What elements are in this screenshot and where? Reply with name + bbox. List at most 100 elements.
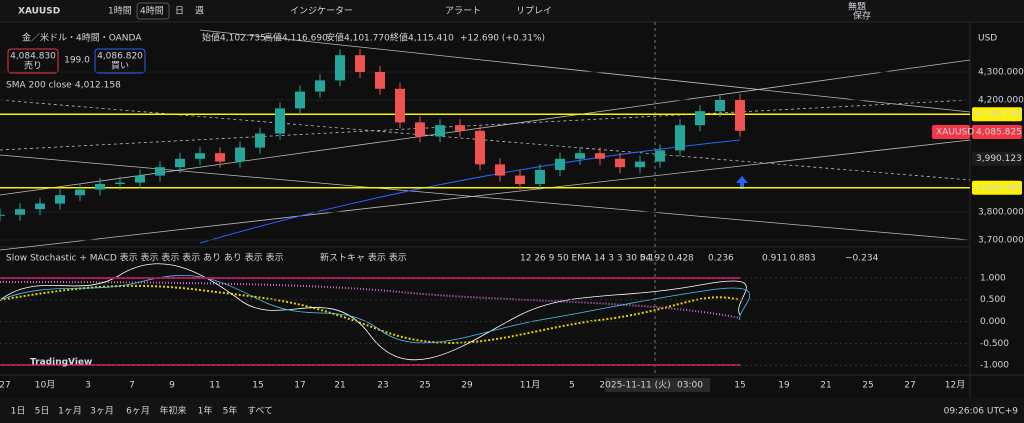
candle: [235, 147, 245, 162]
ohlc-text: 安値: [326, 32, 344, 44]
ohlc-text: 4,101.770: [344, 34, 390, 44]
range-button[interactable]: 5日: [35, 406, 50, 417]
candle: [95, 183, 105, 190]
range-button[interactable]: 5年: [223, 405, 238, 417]
time-tick-label: 21: [820, 381, 831, 391]
trend-line: [199, 29, 971, 113]
ohlc-text: 4,115.410: [408, 34, 454, 44]
candle: [355, 55, 365, 72]
oscillator-lines: [0, 263, 750, 361]
candle: [195, 153, 205, 159]
candle: [515, 175, 525, 184]
indicator-sub: 新ストキャ 表示 表示: [320, 252, 407, 264]
candle: [635, 161, 645, 168]
candle: [75, 189, 85, 196]
candle: [55, 195, 65, 204]
symbol-tag: [932, 124, 970, 139]
interval-button[interactable]: 日: [175, 6, 184, 17]
ohlc-text: 始値: [202, 32, 220, 44]
layout-name[interactable]: 無題: [848, 1, 866, 13]
candle: [555, 158, 565, 170]
time-tick-label: 15: [252, 381, 263, 391]
indicator-value: 0.192: [640, 254, 666, 264]
price-tick-label: 4,300.000: [978, 67, 1024, 77]
price-tag: [972, 180, 1022, 195]
indicator-value: 0.428: [668, 254, 694, 264]
alerts-button[interactable]: アラート: [445, 6, 481, 17]
ohlc-text: 4,102.735: [220, 34, 266, 44]
time-tick-label: 10月: [35, 380, 55, 391]
ohlc-text: 終値: [390, 32, 408, 44]
interval-button[interactable]: 週: [195, 6, 204, 17]
indicator-title: Slow Stochastic + MACD 表示 表示 表示 表示 あり あり…: [6, 252, 284, 264]
candle: [315, 80, 325, 92]
ohlc-text: 4,116.690: [282, 34, 328, 44]
time-tick-label: 19: [778, 381, 790, 391]
price-tick-label: 4,200.000: [978, 95, 1024, 105]
time-tick-label: 5: [569, 381, 575, 391]
time-tick-label: 21: [334, 381, 345, 391]
osc-tick-label: 1.000: [980, 273, 1006, 283]
price-tick-label: 3,800.000: [978, 207, 1024, 217]
price-tag-label: 3,990.123: [976, 154, 1022, 164]
range-button[interactable]: 年初来: [159, 405, 186, 417]
range-button[interactable]: すべて: [247, 406, 273, 417]
interval-button[interactable]: 4時間: [140, 6, 164, 17]
osc-tick-label: 0.000: [980, 317, 1006, 327]
brand: TradingView: [30, 358, 92, 368]
range-button[interactable]: 3ヶ月: [90, 406, 114, 417]
price-tag-label: 3,886.465: [976, 183, 1022, 193]
candle: [475, 130, 485, 165]
indicators-button[interactable]: インジケーター: [290, 6, 353, 17]
candle: [155, 167, 165, 176]
price-tag-label: 4,085.825: [976, 127, 1022, 137]
candle: [655, 150, 665, 162]
time-tick-label: 3: [85, 381, 91, 391]
ohlc-text: 高値: [264, 32, 282, 44]
indicator-value: 0.236: [708, 254, 734, 264]
buy-button[interactable]: [94, 48, 146, 74]
time-tick-label: 23: [377, 381, 388, 391]
symbol-title: 金／米ドル・4時間・OANDA: [22, 32, 142, 44]
range-button[interactable]: 6ヶ月: [126, 406, 150, 417]
price-tag: [972, 107, 1022, 122]
candle: [375, 71, 385, 89]
arrow-icon: [736, 176, 748, 189]
replay-button[interactable]: リプレイ: [516, 6, 552, 17]
time-tick-label: 11月: [520, 380, 540, 391]
time-tick-label: 27: [904, 381, 915, 391]
price-tag: [972, 151, 1022, 166]
buy-label: 買い: [111, 61, 129, 72]
sell-button[interactable]: [7, 48, 59, 74]
candle: [135, 175, 145, 183]
candle: [35, 203, 45, 210]
spread: 199.0: [64, 56, 90, 66]
interval-button[interactable]: 1時間: [108, 6, 132, 17]
candle: [115, 182, 125, 184]
osc-tick-label: -0.500: [980, 339, 1009, 349]
candle: [535, 169, 545, 184]
candle: [15, 209, 25, 215]
buy-price: 4,086.820: [97, 52, 143, 62]
currency[interactable]: USD: [978, 34, 997, 44]
time-tick-label: 11: [209, 381, 220, 391]
time-tick-label: 9: [169, 381, 175, 391]
candle: [215, 153, 225, 162]
bottom-bar: [0, 398, 1024, 423]
symbol-tag-label: XAUUSD: [936, 127, 974, 137]
symbol[interactable]: XAUUSD: [18, 7, 60, 17]
time-tick-label: 12月: [945, 380, 965, 391]
range-button[interactable]: 1年: [198, 405, 213, 417]
time-tick-label: 03:00: [677, 381, 703, 391]
range-button[interactable]: 1日: [11, 406, 26, 417]
candle: [675, 125, 685, 151]
time-tick-label: 17: [294, 381, 305, 391]
candle: [695, 111, 705, 126]
ohlc-text: +12.690 (+0.31%): [460, 34, 545, 44]
candle: [175, 158, 185, 168]
indicator-value: −0.234: [845, 254, 879, 264]
time-tick-label: 25: [419, 381, 430, 391]
range-button[interactable]: 1ヶ月: [58, 406, 82, 417]
crosshair-time: [605, 378, 710, 392]
